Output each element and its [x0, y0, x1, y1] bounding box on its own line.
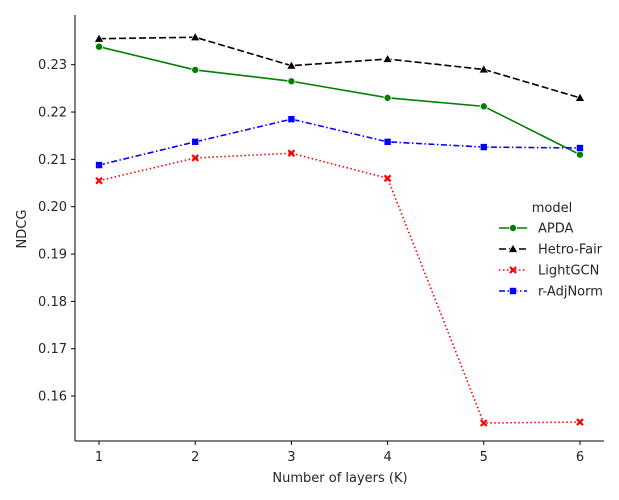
data-point — [191, 138, 200, 146]
data-point — [95, 42, 104, 51]
data-point — [574, 92, 586, 102]
y-axis-label: NDCG — [15, 210, 30, 249]
y-tick-label: 0.22 — [38, 106, 67, 121]
data-point — [479, 419, 488, 427]
y-tick-label: 0.18 — [38, 295, 67, 310]
x-tick-label: 6 — [576, 450, 584, 465]
series-line — [99, 36, 581, 99]
legend-label: r-AdjNorm — [538, 285, 603, 300]
data-point — [576, 144, 584, 152]
y-tick-label: 0.19 — [38, 248, 67, 263]
legend-marker — [509, 266, 517, 274]
data-point — [383, 138, 392, 146]
series-line — [98, 118, 580, 166]
x-tick-label: 3 — [287, 450, 295, 465]
data-point — [191, 65, 200, 74]
legend-item: LightGCN — [499, 264, 599, 279]
x-ticks: 1 2 3 4 5 6 — [95, 441, 584, 465]
data-point — [479, 143, 488, 151]
legend: model APDA Hetro-Fair LightGCN r-AdjNorm — [499, 201, 603, 300]
data-point — [287, 115, 296, 123]
legend-item: Hetro-Fair — [499, 243, 603, 258]
x-tick-label: 4 — [383, 450, 391, 465]
data-point — [287, 149, 296, 157]
y-tick-label: 0.17 — [38, 342, 67, 357]
legend-title: model — [532, 201, 572, 216]
y-tick-label: 0.23 — [38, 58, 67, 73]
x-axis-label: Number of layers (K) — [272, 471, 407, 486]
data-point — [479, 102, 488, 111]
series-line — [98, 152, 580, 424]
series-r-adjnorm — [95, 115, 584, 169]
data-point — [287, 77, 296, 86]
data-point — [191, 154, 200, 162]
data-point — [576, 418, 584, 426]
series-lightgcn — [95, 149, 584, 427]
data-point — [383, 174, 392, 183]
series-apda — [95, 42, 584, 159]
legend-marker — [509, 287, 517, 295]
legend-marker — [507, 243, 519, 253]
series-line — [98, 45, 581, 156]
series-layer — [93, 32, 586, 427]
legend-item: r-AdjNorm — [499, 285, 603, 300]
data-point — [575, 150, 584, 159]
legend-label: APDA — [538, 222, 574, 237]
x-tick-label: 5 — [480, 450, 488, 465]
legend-items: APDA Hetro-Fair LightGCN r-AdjNorm — [499, 222, 603, 300]
legend-item: APDA — [499, 222, 574, 237]
axes — [74, 15, 604, 442]
data-point — [93, 33, 105, 43]
legend-label: LightGCN — [538, 264, 599, 279]
data-point — [95, 176, 103, 185]
data-point — [478, 64, 489, 74]
x-tick-label: 1 — [95, 450, 103, 465]
x-tick-label: 2 — [191, 450, 199, 465]
series-hetro-fair — [93, 32, 586, 102]
y-tick-label: 0.16 — [38, 390, 67, 405]
y-ticks: 0.16 0.17 0.18 0.19 0.20 0.21 0.22 0.23 — [38, 58, 75, 405]
data-point — [190, 32, 201, 41]
data-point — [383, 93, 392, 102]
data-point — [95, 161, 103, 169]
data-point — [286, 60, 297, 70]
y-tick-label: 0.20 — [38, 200, 67, 215]
legend-label: Hetro-Fair — [538, 243, 603, 258]
legend-marker — [508, 223, 517, 232]
y-tick-label: 0.21 — [38, 153, 67, 168]
data-point — [382, 53, 393, 63]
